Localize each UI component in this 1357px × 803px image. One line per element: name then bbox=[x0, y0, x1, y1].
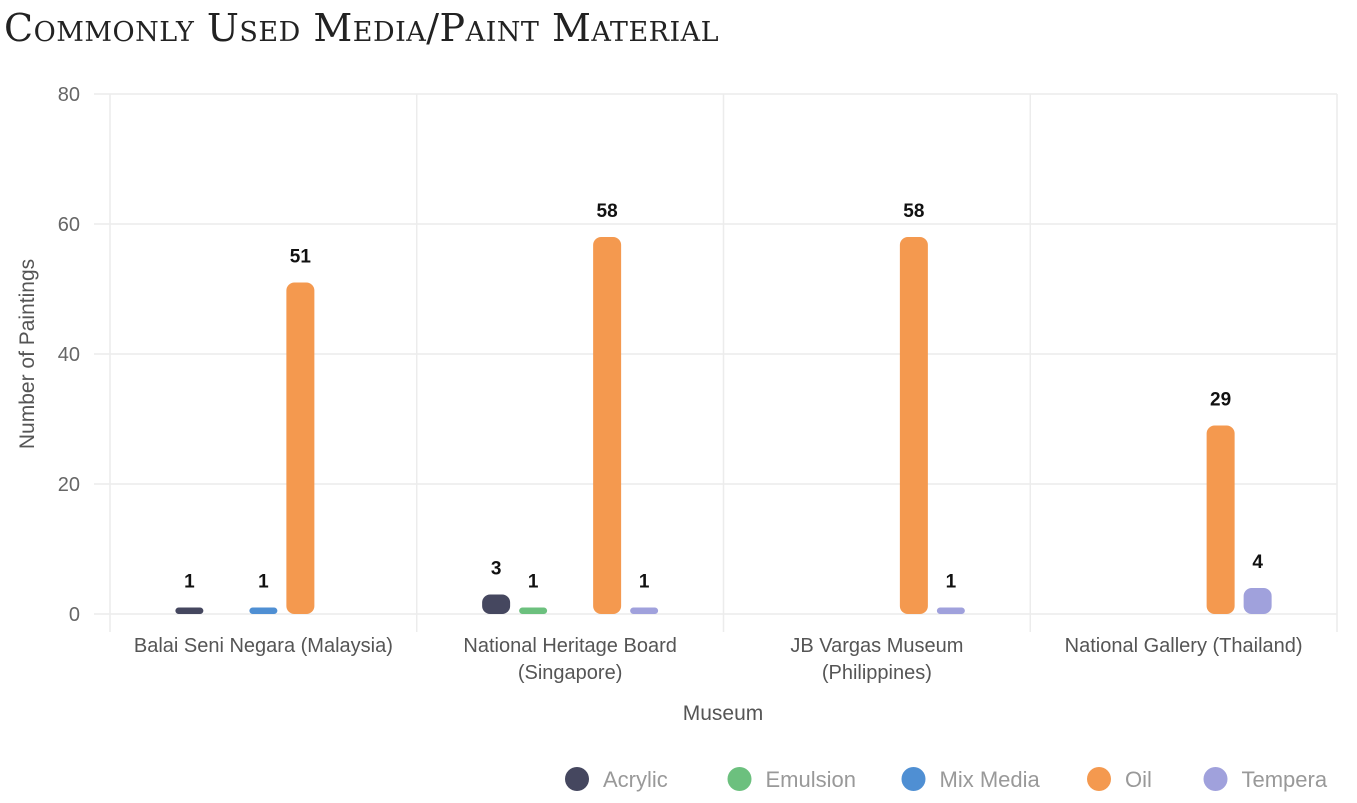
y-tick-label: 40 bbox=[58, 344, 80, 366]
x-tick-label: Balai Seni Negara (Malaysia) bbox=[134, 635, 393, 657]
legend-swatch bbox=[1203, 767, 1228, 791]
legend-swatch bbox=[565, 767, 589, 791]
chart-title: Commonly Used Media/Paint Material bbox=[4, 6, 720, 50]
y-axis-title: Number of Paintings bbox=[16, 259, 39, 449]
data-label: 1 bbox=[528, 572, 539, 593]
bar-oil bbox=[1206, 425, 1235, 614]
data-label: 4 bbox=[1252, 552, 1263, 573]
bar-emulsion bbox=[519, 607, 548, 614]
bar-tempera bbox=[1243, 588, 1272, 614]
gridlines bbox=[94, 93, 1338, 632]
data-label: 1 bbox=[258, 572, 269, 593]
data-label: 1 bbox=[184, 572, 195, 593]
data-label: 29 bbox=[1210, 390, 1231, 411]
legend-swatch bbox=[727, 767, 752, 791]
data-label: 51 bbox=[290, 247, 312, 268]
x-tick-label: JB Vargas Museum (Philippines) bbox=[790, 635, 963, 684]
bars bbox=[175, 237, 1272, 614]
y-tick-label: 60 bbox=[58, 214, 80, 236]
data-label: 1 bbox=[946, 572, 957, 593]
bar-oil bbox=[286, 282, 315, 614]
x-axis-title: Museum bbox=[683, 702, 764, 725]
y-tick-label: 80 bbox=[58, 84, 80, 106]
legend-swatch bbox=[901, 767, 926, 791]
y-tick-label: 0 bbox=[69, 604, 80, 626]
legend: Acrylic Emulsion Mix Media Oil Tempera bbox=[565, 767, 1328, 792]
legend-label: Mix Media bbox=[940, 767, 1041, 792]
legend-label: Emulsion bbox=[766, 767, 856, 792]
y-tick-label: 20 bbox=[58, 474, 80, 496]
bar-acrylic bbox=[482, 594, 511, 614]
legend-label: Oil bbox=[1125, 767, 1152, 792]
data-labels: 1 3 1 1 51 58 58 29 1 1 4 bbox=[184, 201, 1263, 593]
legend-swatch bbox=[1087, 767, 1111, 791]
data-label: 3 bbox=[491, 559, 502, 580]
data-label: 58 bbox=[597, 201, 618, 222]
data-label: 58 bbox=[903, 201, 924, 222]
bar-tempera bbox=[936, 607, 965, 614]
bar-oil bbox=[593, 237, 622, 614]
legend-label: Acrylic bbox=[603, 767, 668, 792]
x-tick-label: National Gallery (Thailand) bbox=[1065, 635, 1303, 657]
bar-tempera bbox=[630, 607, 659, 614]
data-label: 1 bbox=[639, 572, 650, 593]
bar-acrylic bbox=[175, 607, 204, 614]
bar-mix-media bbox=[249, 607, 278, 614]
y-axis-ticks: 0 20 40 60 80 bbox=[58, 84, 80, 626]
legend-label: Tempera bbox=[1242, 767, 1328, 792]
x-axis-ticks: Balai Seni Negara (Malaysia) National Her… bbox=[134, 635, 1303, 684]
bar-oil bbox=[899, 237, 928, 614]
x-tick-label: National Heritage Board (Singapore) bbox=[463, 635, 676, 684]
